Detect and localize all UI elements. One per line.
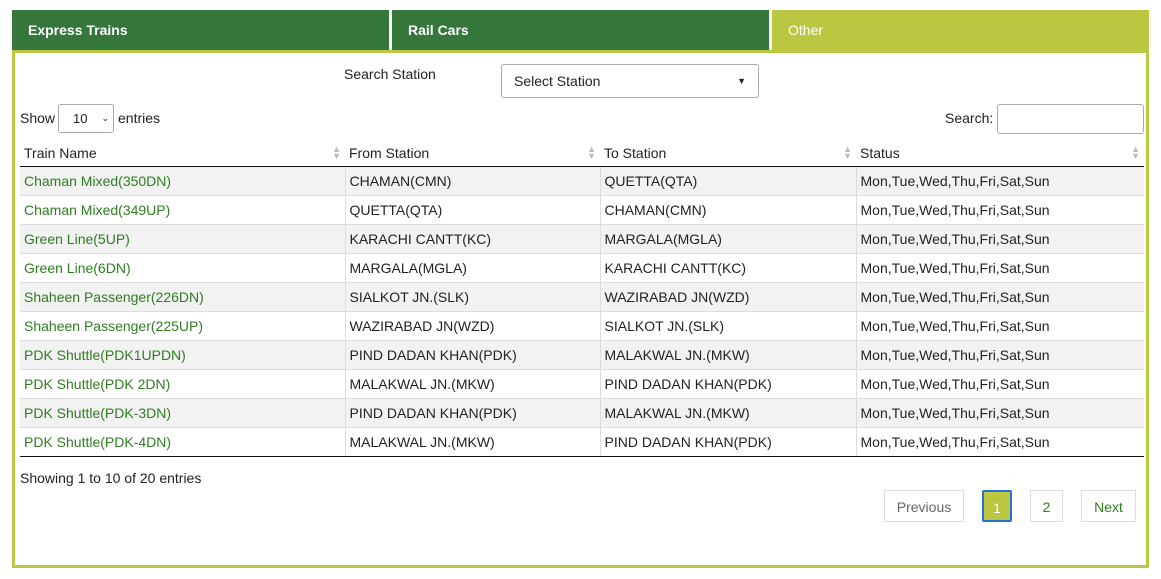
length-value: 10 <box>73 111 88 126</box>
table-cell: PIND DADAN KHAN(PDK) <box>599 427 856 457</box>
table-cell: MALAKWAL JN.(MKW) <box>344 427 600 457</box>
sort-icon: ▲ ▼ <box>332 144 341 161</box>
table-row: PDK Shuttle(PDK-3DN) PIND DADAN KHAN(PDK)… <box>20 398 1144 428</box>
table-cell: MALAKWAL JN.(MKW) <box>599 340 856 370</box>
table-row: PDK Shuttle(PDK 2DN) MALAKWAL JN.(MKW) PIN… <box>20 369 1144 399</box>
table-row: Shaheen Passenger(226DN) SIALKOT JN.(SLK)… <box>20 282 1144 312</box>
table-cell: MARGALA(MGLA) <box>344 253 600 283</box>
column-header[interactable]: Status ▲ ▼ <box>856 140 1144 167</box>
train-table: Train Name ▲ ▼ From Station ▲ ▼ To Station ▲ ▼ St… <box>20 140 1144 457</box>
table-row: PDK Shuttle(PDK-4DN) MALAKWAL JN.(MKW) PIN… <box>20 427 1144 457</box>
table-cell: Mon,Tue,Wed,Thu,Fri,Sat,Sun <box>855 340 1144 370</box>
column-header[interactable]: From Station ▲ ▼ <box>345 140 600 167</box>
table-cell: MALAKWAL JN.(MKW) <box>599 398 856 428</box>
search-input[interactable] <box>997 104 1144 134</box>
table-cell: QUETTA(QTA) <box>599 166 856 196</box>
table-cell: PIND DADAN KHAN(PDK) <box>344 340 600 370</box>
station-select-placeholder: Select Station <box>514 73 601 89</box>
train-name: Green Line(5UP) <box>20 224 345 254</box>
table-cell: MARGALA(MGLA) <box>599 224 856 254</box>
table-cell: Mon,Tue,Wed,Thu,Fri,Sat,Sun <box>855 195 1144 225</box>
table-cell: Mon,Tue,Wed,Thu,Fri,Sat,Sun <box>855 398 1144 428</box>
tab[interactable]: Express Trains <box>12 10 389 50</box>
train-name: PDK Shuttle(PDK-3DN) <box>20 398 345 428</box>
train-name: Shaheen Passenger(225UP) <box>20 311 345 341</box>
column-header-text: Train Name <box>24 145 97 161</box>
table-cell: KARACHI CANTT(KC) <box>599 253 856 283</box>
table-cell: SIALKOT JN.(SLK) <box>599 311 856 341</box>
table-cell: MALAKWAL JN.(MKW) <box>344 369 600 399</box>
table-row: Chaman Mixed(350DN) CHAMAN(CMN) QUETTA(QTA… <box>20 166 1144 196</box>
table-row: Green Line(6DN) MARGALA(MGLA) KARACHI CANT… <box>20 253 1144 283</box>
column-header[interactable]: Train Name ▲ ▼ <box>20 140 345 167</box>
column-header-text: Status <box>860 145 900 161</box>
length-after: entries <box>118 110 161 126</box>
sort-icon: ▲ ▼ <box>587 144 596 161</box>
table-cell: Mon,Tue,Wed,Thu,Fri,Sat,Sun <box>855 253 1144 283</box>
dropdown-arrow: ⌄ <box>101 113 109 123</box>
table-cell: CHAMAN(CMN) <box>599 195 856 225</box>
train-name: Green Line(6DN) <box>20 253 345 283</box>
table-cell: KARACHI CANTT(KC) <box>344 224 600 254</box>
table-row: Shaheen Passenger(225UP) WAZIRABAD JN(WZD… <box>20 311 1144 341</box>
table-row: Green Line(5UP) KARACHI CANTT(KC) MARGALA(… <box>20 224 1144 254</box>
tab[interactable]: Other <box>772 10 1149 50</box>
table-cell: PIND DADAN KHAN(PDK) <box>599 369 856 399</box>
table-cell: Mon,Tue,Wed,Thu,Fri,Sat,Sun <box>855 282 1144 312</box>
table-cell: Mon,Tue,Wed,Thu,Fri,Sat,Sun <box>855 311 1144 341</box>
search-label: Search: <box>945 110 994 126</box>
next-button[interactable]: Next <box>1081 490 1136 522</box>
train-name: Shaheen Passenger(226DN) <box>20 282 345 312</box>
table-row: PDK Shuttle(PDK1UPDN) PIND DADAN KHAN(PDK… <box>20 340 1144 370</box>
length-before: Show <box>20 110 56 126</box>
train-name: Chaman Mixed(350DN) <box>20 166 345 196</box>
table-cell: WAZIRABAD JN(WZD) <box>344 311 600 341</box>
train-name: Chaman Mixed(349UP) <box>20 195 345 225</box>
table-cell: Mon,Tue,Wed,Thu,Fri,Sat,Sun <box>855 369 1144 399</box>
column-header-text: From Station <box>349 145 430 161</box>
table-cell: CHAMAN(CMN) <box>344 166 600 196</box>
sort-icon: ▲ ▼ <box>843 144 852 161</box>
train-name: PDK Shuttle(PDK1UPDN) <box>20 340 345 370</box>
column-header-text: To Station <box>604 145 667 161</box>
table-cell: Mon,Tue,Wed,Thu,Fri,Sat,Sun <box>855 166 1144 196</box>
station-select[interactable]: Select Station ▼ <box>501 64 759 98</box>
dropdown-arrow: ▼ <box>737 76 746 86</box>
table-info: Showing 1 to 10 of 20 entries <box>20 470 202 486</box>
page-button[interactable]: 1 <box>982 490 1012 522</box>
table-cell: WAZIRABAD JN(WZD) <box>599 282 856 312</box>
sort-icon: ▲ ▼ <box>1131 144 1140 161</box>
train-name: PDK Shuttle(PDK 2DN) <box>20 369 345 399</box>
column-header[interactable]: To Station ▲ ▼ <box>600 140 856 167</box>
previous-button[interactable]: Previous <box>884 490 964 522</box>
table-cell: SIALKOT JN.(SLK) <box>344 282 600 312</box>
table-cell: PIND DADAN KHAN(PDK) <box>344 398 600 428</box>
table-row: Chaman Mixed(349UP) QUETTA(QTA) CHAMAN(CMN… <box>20 195 1144 225</box>
table-cell: Mon,Tue,Wed,Thu,Fri,Sat,Sun <box>855 224 1144 254</box>
table-cell: Mon,Tue,Wed,Thu,Fri,Sat,Sun <box>855 427 1144 457</box>
page-button[interactable]: 2 <box>1030 490 1063 522</box>
train-name: PDK Shuttle(PDK-4DN) <box>20 427 345 457</box>
panel <box>12 50 1149 568</box>
length-select[interactable]: 10 ⌄ <box>58 104 114 133</box>
tab[interactable]: Rail Cars <box>392 10 769 50</box>
search-station-label: Search Station <box>344 66 436 82</box>
table-cell: QUETTA(QTA) <box>344 195 600 225</box>
